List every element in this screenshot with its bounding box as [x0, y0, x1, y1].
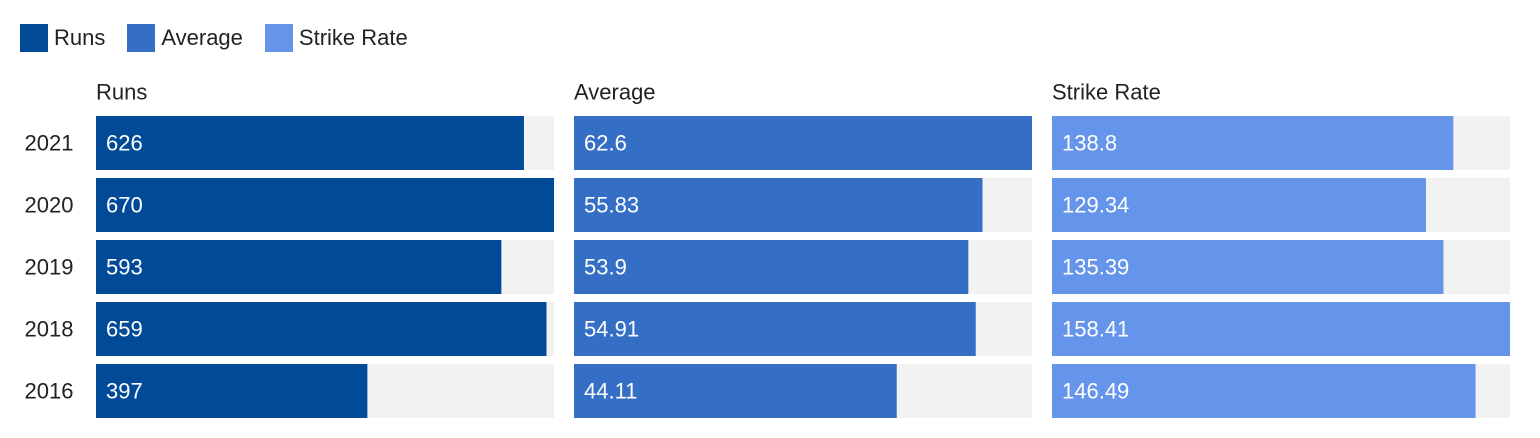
category-label-2018: 2018 — [25, 317, 74, 342]
legend-item-average[interactable]: Average — [127, 24, 243, 52]
data-label-strike-rate-2016: 146.49 — [1062, 379, 1129, 404]
category-label-2021: 2021 — [25, 131, 74, 156]
bar-average-2019 — [574, 240, 969, 294]
data-label-average-2018: 54.91 — [584, 317, 639, 342]
bar-runs-2018 — [96, 302, 547, 356]
legend-label-strike-rate: Strike Rate — [298, 25, 408, 50]
data-label-runs-2016: 397 — [106, 379, 143, 404]
legend-swatch-runs — [20, 24, 48, 52]
bar-runs-2016 — [96, 364, 368, 418]
bar-strike-rate-2016 — [1052, 364, 1476, 418]
bar-runs-2021 — [96, 116, 524, 170]
bar-average-2016 — [574, 364, 897, 418]
data-label-strike-rate-2021: 138.8 — [1062, 131, 1117, 156]
legend-item-strike-rate[interactable]: Strike Rate — [264, 24, 408, 52]
legend-item-runs[interactable]: Runs — [20, 24, 105, 52]
category-label-2019: 2019 — [25, 255, 74, 280]
legend-swatch-strike-rate — [264, 24, 293, 52]
legend-label-runs: Runs — [54, 25, 106, 50]
legend-swatch-average — [127, 24, 156, 52]
bar-runs-2019 — [96, 240, 502, 294]
bar-strike-rate-2018 — [1052, 302, 1510, 356]
data-label-strike-rate-2020: 129.34 — [1062, 193, 1129, 218]
panel-title-strike-rate: Strike Rate — [1052, 80, 1161, 105]
data-label-runs-2018: 659 — [106, 317, 143, 342]
bar-strike-rate-2019 — [1052, 240, 1444, 294]
data-label-runs-2021: 626 — [106, 131, 143, 156]
data-label-runs-2020: 670 — [106, 193, 143, 218]
bar-strike-rate-2021 — [1052, 116, 1454, 170]
legend: Runs Average Strike Rate — [20, 24, 430, 52]
bar-average-2020 — [574, 178, 983, 232]
data-label-average-2016: 44.11 — [584, 379, 637, 404]
bar-strike-rate-2020 — [1052, 178, 1426, 232]
panel-title-runs: Runs — [96, 80, 147, 105]
legend-label-average: Average — [161, 25, 243, 50]
category-label-2020: 2020 — [25, 193, 74, 218]
panel-title-average: Average — [574, 80, 656, 105]
data-label-average-2020: 55.83 — [584, 193, 639, 218]
data-label-strike-rate-2018: 158.41 — [1062, 317, 1129, 342]
bar-average-2021 — [574, 116, 1032, 170]
data-label-average-2021: 62.6 — [584, 131, 627, 156]
category-label-2016: 2016 — [25, 379, 74, 404]
bar-runs-2020 — [96, 178, 554, 232]
bar-average-2018 — [574, 302, 976, 356]
data-label-average-2019: 53.9 — [584, 255, 627, 280]
data-label-strike-rate-2019: 135.39 — [1062, 255, 1129, 280]
data-label-runs-2019: 593 — [106, 255, 143, 280]
